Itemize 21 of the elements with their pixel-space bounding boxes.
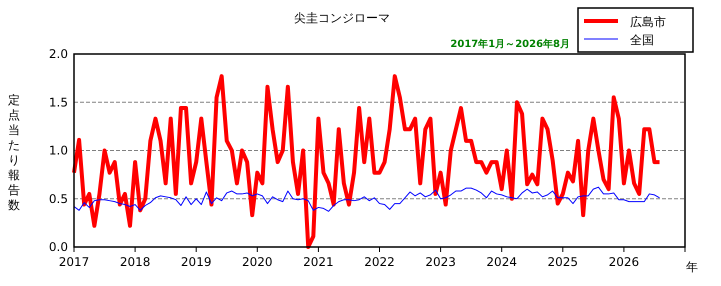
x-tick-label: 2020 (242, 255, 273, 269)
y-tick-label: 1.0 (48, 144, 68, 158)
legend-label: 全国 (630, 33, 654, 47)
x-tick-label: 2025 (548, 255, 578, 269)
y-tick-label: 0.0 (48, 240, 68, 254)
x-tick-label: 2023 (425, 255, 456, 269)
y-axis-title: 定点当たり報告数 (8, 93, 20, 212)
y-tick-label: 0.5 (48, 192, 68, 206)
x-tick-label: 2026 (608, 255, 640, 269)
x-tick-label: 2022 (364, 255, 395, 269)
x-tick-label: 2017 (58, 255, 90, 269)
x-tick-label: 2018 (120, 255, 150, 269)
x-tick-label: 2021 (303, 255, 334, 269)
y-tick-label: 1.5 (48, 95, 68, 110)
legend-label: 広島市 (630, 15, 666, 29)
x-tick-label: 2019 (180, 255, 212, 269)
y-tick-label: 2.0 (48, 47, 68, 61)
chart-title: 尖圭コンジローマ (294, 11, 390, 25)
chart-subtitle: 2017年1月～2026年8月 (450, 38, 570, 50)
x-axis-title: 年 (686, 260, 698, 274)
x-tick-label: 2024 (486, 255, 517, 269)
